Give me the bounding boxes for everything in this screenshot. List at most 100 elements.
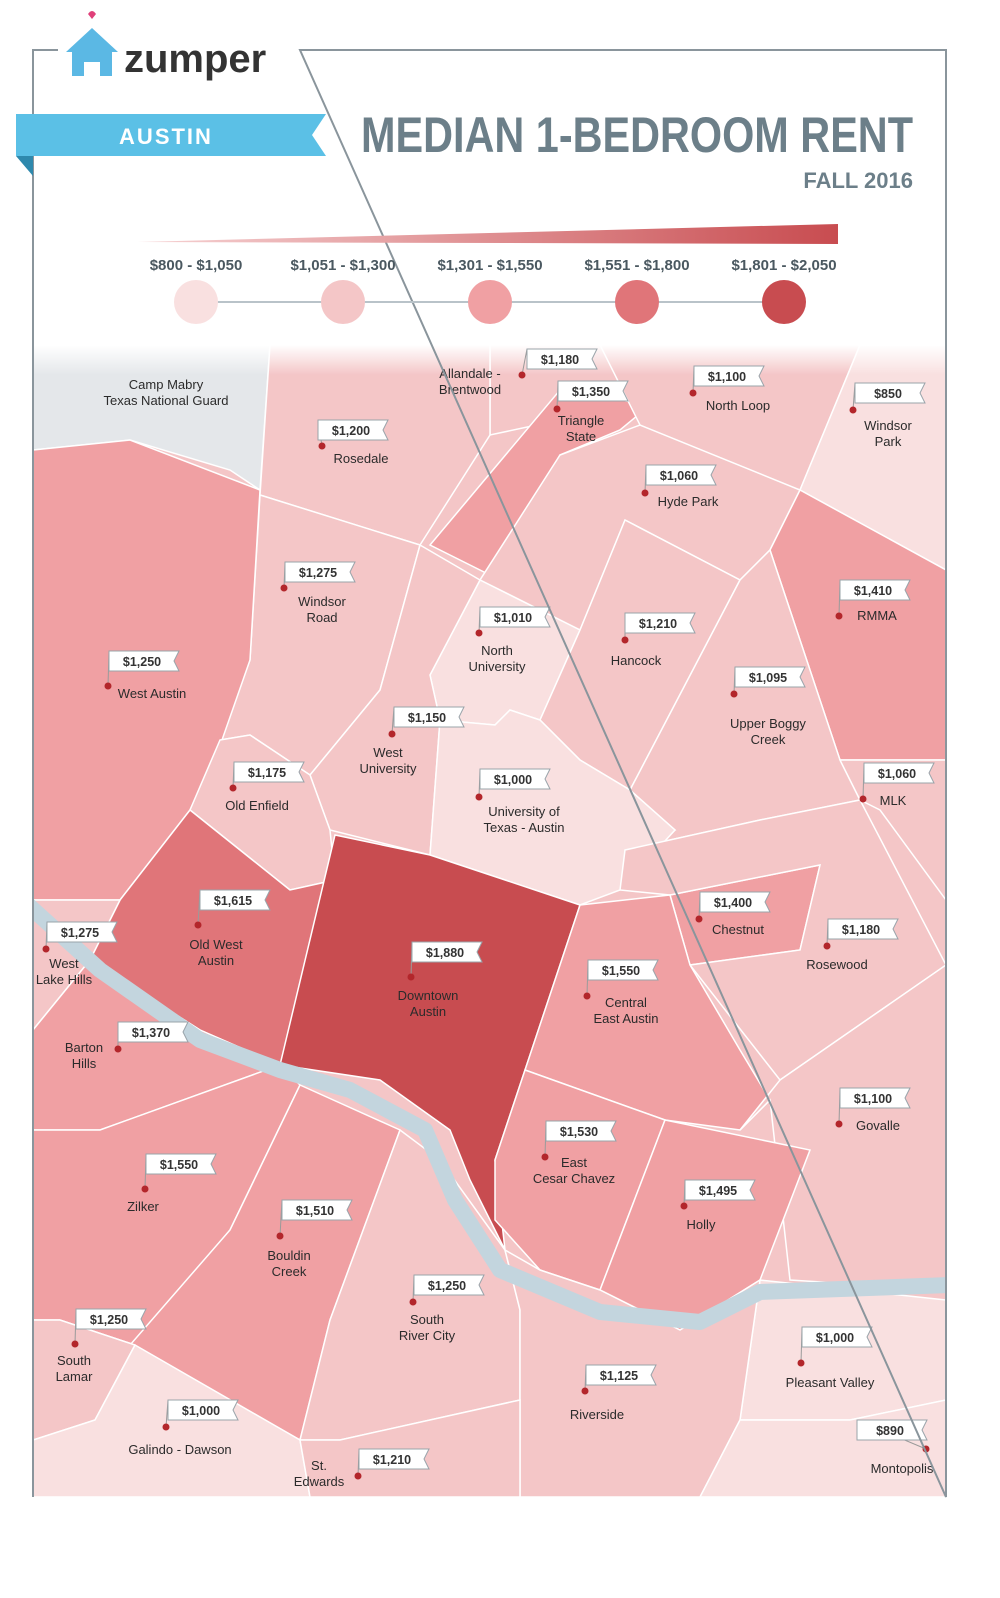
neighborhood-name: West — [373, 745, 403, 760]
price-flag — [856, 1419, 928, 1441]
neighborhood-area — [739, 964, 946, 1291]
legend-label: $1,301 - $1,550 — [437, 257, 542, 274]
price-flag — [46, 921, 118, 943]
price-flag — [699, 891, 771, 913]
neighborhood-name: University — [359, 761, 417, 776]
neighborhood-name: Texas - Austin — [484, 820, 565, 835]
price-label: $1,095 — [749, 671, 787, 685]
location-pin — [583, 992, 591, 1000]
price-label: $1,010 — [494, 611, 532, 625]
neighborhood-name: Old Enfield — [225, 798, 289, 813]
neighborhood-name: Central — [605, 995, 647, 1010]
neighborhood-name: Lamar — [56, 1369, 94, 1384]
price-label: $850 — [874, 387, 902, 401]
neighborhood-name: Galindo - Dawson — [128, 1442, 231, 1457]
location-pin — [849, 406, 857, 414]
location-pin — [114, 1045, 122, 1053]
location-pin — [797, 1359, 805, 1367]
price-label: $1,615 — [214, 894, 252, 908]
location-pin — [354, 1472, 362, 1480]
price-flag — [585, 1364, 657, 1386]
location-pin — [229, 784, 237, 792]
map-top-fade — [33, 345, 946, 375]
map — [33, 345, 946, 1497]
price-label: $1,350 — [572, 385, 610, 399]
price-flag — [545, 1120, 617, 1142]
price-flag — [393, 706, 465, 728]
price-label: $1,210 — [373, 1453, 411, 1467]
location-pin — [475, 793, 483, 801]
neighborhood-name: Edwards — [294, 1474, 345, 1489]
price-label: $1,250 — [123, 655, 161, 669]
price-flag — [199, 889, 271, 911]
legend-label: $1,051 - $1,300 — [290, 257, 395, 274]
location-pin — [409, 1298, 417, 1306]
legend: $800 - $1,050 $1,051 - $1,300 $1,301 - $1,… — [150, 257, 837, 324]
price-label: $1,510 — [296, 1204, 334, 1218]
neighborhood-name: Triangle — [558, 413, 604, 428]
legend-swatch — [615, 280, 659, 324]
neighborhood-name: Bouldin — [267, 1248, 310, 1263]
price-flag — [358, 1448, 430, 1470]
neighborhood-name: Allandale - — [439, 366, 500, 381]
frame — [32, 49, 947, 1498]
neighborhood-name: Hyde Park — [658, 494, 719, 509]
landmark-label: Camp Mabry — [129, 377, 204, 392]
neighborhood-name: Holly — [687, 1217, 716, 1232]
neighborhood-name: North — [481, 643, 513, 658]
price-flag — [411, 941, 483, 963]
neighborhood-name: Rosedale — [334, 451, 389, 466]
price-label: $1,250 — [428, 1279, 466, 1293]
price-label: $1,370 — [132, 1026, 170, 1040]
neighborhood-name: Old West — [189, 937, 243, 952]
price-label: $1,000 — [182, 1404, 220, 1418]
location-pin — [194, 921, 202, 929]
neighborhood-name: University of — [488, 804, 560, 819]
price-label: $1,880 — [426, 946, 464, 960]
price-label: $1,180 — [842, 923, 880, 937]
price-label: $1,125 — [600, 1369, 638, 1383]
neighborhood-name: Park — [875, 434, 902, 449]
price-label: $1,550 — [160, 1158, 198, 1172]
neighborhood-name: Windsor — [864, 418, 912, 433]
price-flag — [839, 1087, 911, 1109]
price-flag — [479, 768, 551, 790]
legend-swatch — [762, 280, 806, 324]
neighborhood-area — [739, 1279, 946, 1421]
brand: zumper — [124, 37, 266, 81]
price-flag — [413, 1274, 485, 1296]
price-label: $1,060 — [878, 767, 916, 781]
legend-label: $1,551 - $1,800 — [584, 257, 689, 274]
price-flag — [145, 1153, 217, 1175]
price-flag — [167, 1399, 239, 1421]
neighborhood-name: Chestnut — [712, 922, 764, 937]
landmark-label: Texas National Guard — [103, 393, 228, 408]
neighborhood-name: Zilker — [127, 1199, 159, 1214]
location-pin — [104, 682, 112, 690]
logo: zumper — [66, 11, 266, 81]
neighborhood-name: River City — [399, 1328, 456, 1343]
neighborhood-name: Austin — [410, 1004, 446, 1019]
price-label: $1,400 — [714, 896, 752, 910]
price-label: $1,410 — [854, 584, 892, 598]
neighborhood-name: South — [410, 1312, 444, 1327]
legend-swatch — [174, 280, 218, 324]
neighborhood-name: West Austin — [118, 686, 186, 701]
price-flag — [557, 380, 629, 402]
neighborhood-name: South — [57, 1353, 91, 1368]
price-label: $1,100 — [854, 1092, 892, 1106]
neighborhood-name: Brentwood — [439, 382, 501, 397]
location-pin — [475, 629, 483, 637]
legend-swatch — [468, 280, 512, 324]
price-flag — [526, 348, 598, 370]
neighborhood-name: Montopolis — [871, 1461, 934, 1476]
location-pin — [407, 973, 415, 981]
neighborhood-name: East — [561, 1155, 587, 1170]
neighborhood-area — [259, 345, 491, 546]
neighborhood-name: Rosewood — [806, 957, 867, 972]
neighborhood-name: Creek — [272, 1264, 307, 1279]
neighborhood-name: Pleasant Valley — [786, 1375, 875, 1390]
price-flag — [233, 761, 305, 783]
